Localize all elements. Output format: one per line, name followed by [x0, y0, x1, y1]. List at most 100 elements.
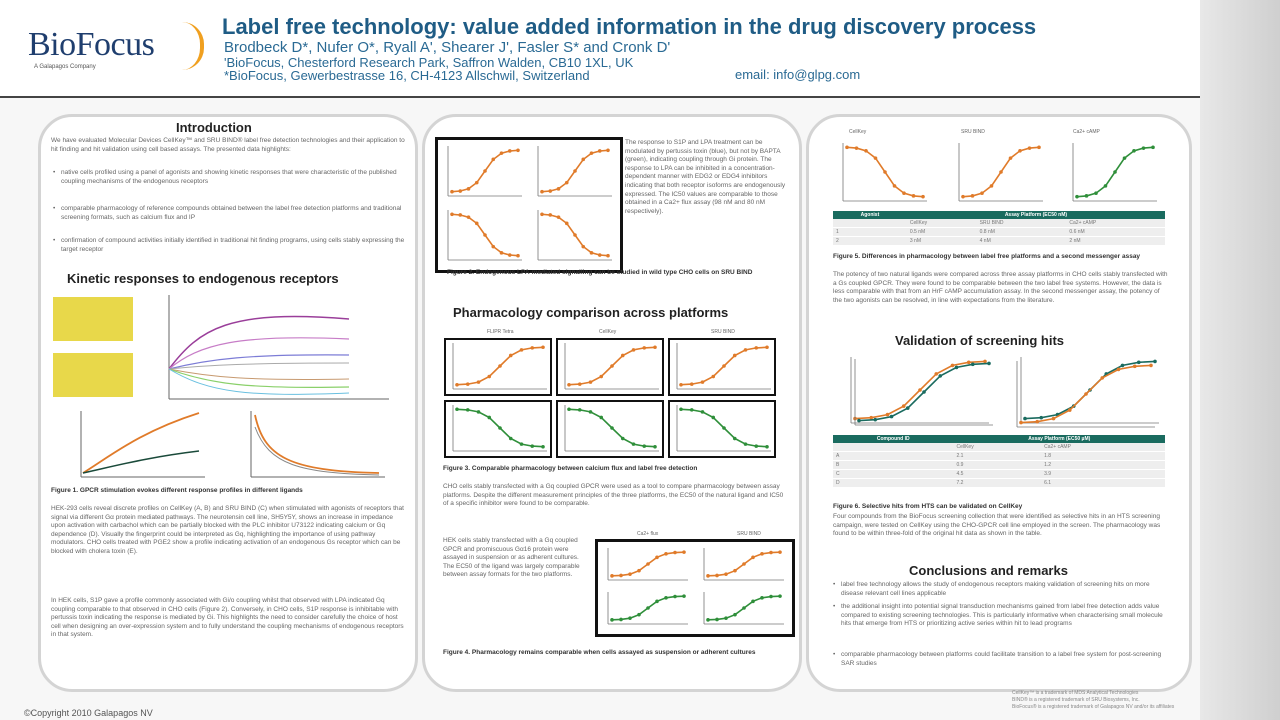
data-point	[540, 212, 544, 217]
data-point	[450, 189, 454, 194]
data-point	[1122, 156, 1127, 160]
data-point	[655, 599, 659, 604]
data-point	[778, 550, 782, 554]
table-subheader	[833, 219, 907, 228]
data-point	[646, 606, 650, 610]
data-point	[934, 372, 939, 376]
data-point	[556, 215, 561, 219]
data-point	[577, 408, 582, 412]
data-point	[567, 382, 571, 387]
data-point	[507, 253, 512, 257]
data-point	[1035, 419, 1040, 424]
table-row: D 7.2 6.1	[833, 478, 1165, 488]
data-point	[732, 436, 737, 441]
table-cell: 3.9	[1041, 469, 1165, 479]
table-row: 2 3 nM 4 nM 2 nM	[833, 236, 1165, 246]
data-point	[530, 444, 535, 448]
data-point	[673, 550, 677, 555]
data-point	[483, 233, 487, 237]
data-point	[700, 410, 705, 414]
data-point	[581, 157, 586, 162]
data-point	[610, 364, 614, 368]
data-point	[588, 380, 593, 384]
data-point	[1151, 145, 1155, 150]
data-point	[751, 599, 755, 604]
biofocus-logo: BioFocus	[28, 26, 155, 63]
figure-1-text-2: In HEK cells, S1P gave a profile commonl…	[51, 597, 404, 639]
data-point	[883, 170, 887, 174]
data-point	[487, 415, 492, 420]
figure-1a-panel	[53, 297, 133, 341]
data-point	[577, 382, 582, 386]
data-point	[642, 444, 647, 448]
data-point	[921, 194, 925, 199]
table-header: Agonist	[833, 211, 907, 219]
trademark-note: BIND® is a registered trademark of SRU B…	[1012, 697, 1140, 703]
data-point	[742, 562, 746, 566]
data-point	[620, 436, 625, 441]
data-point	[938, 374, 943, 378]
pharmacology-heading: Pharmacology comparison across platforms	[453, 305, 729, 320]
data-point	[769, 594, 773, 599]
figure-3	[443, 337, 783, 461]
figure-6-text: Four compounds from the BioFocus screeni…	[833, 513, 1161, 538]
data-point	[751, 555, 755, 560]
data-point	[1039, 415, 1044, 420]
column-right: CellKey SRU BIND Ca2+ cAMP Agonist Assay…	[806, 114, 1192, 692]
data-point	[597, 149, 602, 153]
data-point	[581, 244, 586, 249]
data-point	[548, 189, 553, 193]
data-point	[950, 363, 955, 368]
data-point	[754, 346, 759, 350]
platform-label: CellKey	[599, 329, 617, 335]
data-point	[1116, 367, 1121, 372]
chart-label: Ca2+ cAMP	[1073, 129, 1100, 135]
data-point	[589, 251, 594, 255]
data-point	[655, 555, 659, 560]
data-point	[1136, 360, 1141, 365]
data-point	[1008, 156, 1013, 160]
data-point	[682, 594, 686, 598]
data-point	[498, 426, 502, 430]
data-point	[706, 618, 710, 622]
data-point	[499, 251, 504, 255]
figure-4-charts	[607, 548, 784, 625]
data-point	[564, 221, 569, 226]
data-point	[628, 616, 632, 620]
figure-5-caption: Figure 5. Differences in pharmacology be…	[833, 253, 1141, 260]
figure-4-caption: Figure 4. Pharmacology remains comparabl…	[443, 649, 756, 656]
data-point	[476, 380, 481, 384]
data-point	[642, 346, 647, 350]
data-point	[610, 426, 614, 430]
table-subheader: Ca2+ cAMP	[1041, 443, 1165, 452]
data-point	[689, 408, 694, 412]
affiliation-uk: 'BioFocus, Chesterford Research Park, Sa…	[224, 55, 634, 70]
data-point	[778, 594, 782, 598]
data-point	[476, 410, 481, 414]
data-point	[458, 213, 463, 217]
table-header: Assay Platform (EC50 nM)	[906, 211, 1165, 219]
data-point	[1018, 148, 1022, 153]
data-point	[873, 417, 878, 422]
data-point	[458, 189, 463, 193]
data-point	[743, 442, 748, 446]
data-point	[733, 568, 737, 573]
validation-heading: Validation of screening hits	[895, 333, 1065, 348]
data-point	[1113, 170, 1117, 174]
data-point	[508, 353, 513, 358]
data-point	[706, 574, 710, 578]
data-point	[606, 253, 610, 258]
data-point	[769, 550, 773, 555]
trademark-note: BioFocus® is a registered trademark of G…	[1012, 704, 1175, 710]
table-cell: 3 nM	[906, 236, 977, 246]
data-point	[1149, 363, 1153, 368]
table-cell: 0.9	[953, 460, 1042, 470]
table-header: Assay Platform (EC50 µM)	[953, 435, 1165, 443]
figure-4-label: SRU BIND	[737, 531, 761, 537]
data-point	[1103, 184, 1108, 188]
table-cell: 0.6 nM	[1066, 227, 1165, 237]
intro-heading: Introduction	[176, 120, 252, 135]
data-point	[722, 426, 726, 430]
figure-6-caption: Figure 6. Selective hits from HTS can be…	[833, 503, 1023, 510]
data-point	[620, 353, 625, 358]
